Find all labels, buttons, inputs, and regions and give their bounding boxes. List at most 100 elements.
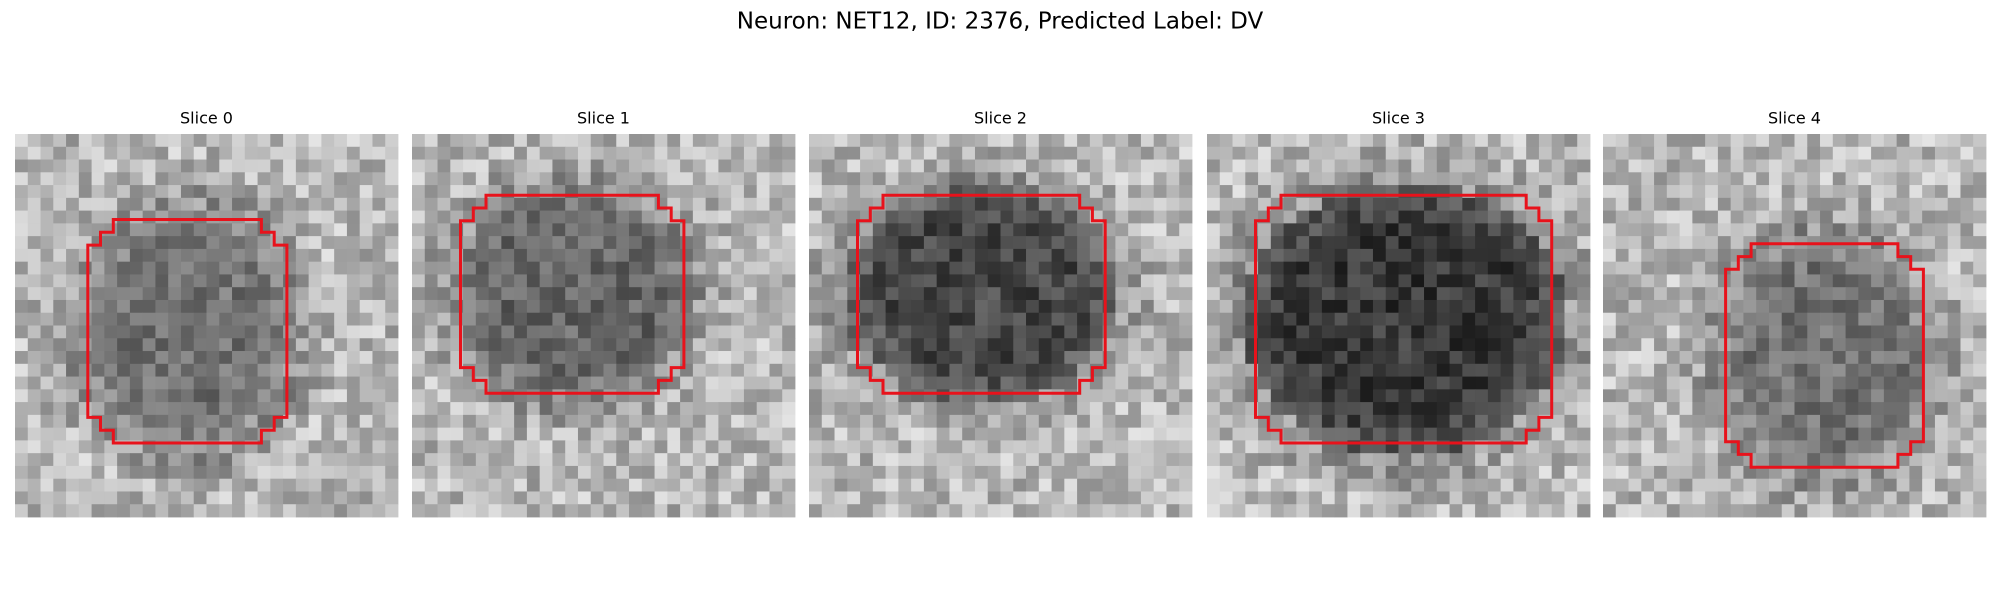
pixel [667, 440, 681, 454]
pixel [1219, 478, 1233, 492]
pixel [463, 274, 477, 288]
pixel [1756, 274, 1770, 288]
pixel [1475, 478, 1489, 492]
pixel [1321, 465, 1336, 480]
pixel [756, 376, 770, 390]
pixel [1347, 299, 1361, 314]
pixel [1153, 274, 1167, 288]
pixel [372, 363, 386, 377]
pixel [1871, 210, 1885, 224]
pixel [488, 287, 502, 301]
pixel [232, 274, 246, 288]
pixel [117, 478, 131, 492]
pixel [270, 338, 284, 352]
pixel [1385, 351, 1399, 365]
pixel [1232, 376, 1246, 390]
pixel [155, 427, 169, 441]
pixel [1692, 402, 1706, 416]
pixel [1538, 312, 1553, 326]
pixel [1934, 414, 1949, 429]
pixel [359, 287, 373, 301]
pixel [244, 274, 258, 288]
pixel [1973, 440, 1987, 454]
pixel [809, 312, 823, 326]
pixel [1564, 478, 1578, 492]
pixel [1179, 134, 1193, 148]
pixel [1385, 414, 1399, 429]
pixel [1603, 363, 1617, 377]
pixel [1219, 453, 1233, 467]
pixel [117, 210, 131, 224]
pixel [1166, 261, 1180, 275]
pixel [1526, 478, 1540, 492]
pixel [1756, 299, 1770, 314]
pixel [117, 465, 131, 480]
pixel [1692, 197, 1706, 211]
pixel [1089, 325, 1104, 339]
pixel [809, 299, 823, 314]
pixel [1411, 363, 1425, 377]
pixel [1296, 210, 1310, 224]
pixel [1270, 504, 1284, 518]
pixel [117, 185, 131, 199]
pixel [834, 338, 848, 352]
pixel [180, 223, 195, 237]
pixel [1603, 236, 1617, 250]
pixel [1166, 427, 1180, 441]
pixel [1858, 146, 1872, 160]
pixel [1538, 287, 1553, 301]
pixel [1179, 402, 1193, 416]
pixel [949, 261, 963, 275]
pixel [308, 172, 322, 186]
pixel [232, 453, 246, 467]
pixel [923, 248, 938, 263]
pixel [1615, 223, 1629, 237]
pixel [847, 440, 861, 454]
pixel [1232, 478, 1246, 492]
slice-panel [1207, 134, 1591, 518]
pixel [756, 427, 770, 441]
pixel [705, 414, 719, 429]
pixel [244, 185, 258, 199]
pixel [1756, 325, 1770, 339]
pixel [1641, 185, 1655, 199]
pixel [27, 376, 41, 390]
pixel [117, 414, 131, 429]
pixel [885, 376, 899, 390]
pixel [91, 223, 105, 237]
pixel [782, 465, 796, 480]
pixel [40, 389, 54, 403]
pixel [180, 402, 195, 416]
pixel [654, 351, 668, 365]
pixel [168, 223, 182, 237]
pixel [1128, 172, 1142, 186]
pixel [885, 491, 899, 505]
pixel [1013, 146, 1027, 160]
pixel [962, 504, 976, 518]
pixel [27, 504, 41, 518]
pixel [1462, 491, 1476, 505]
pixel [78, 299, 92, 314]
pixel [769, 261, 783, 275]
pixel [334, 236, 348, 250]
pixel [782, 172, 796, 186]
pixel [860, 427, 874, 441]
pixel [1179, 363, 1193, 377]
pixel [437, 402, 451, 416]
pixel [603, 351, 617, 365]
pixel [1615, 312, 1629, 326]
pixel [1207, 197, 1221, 211]
pixel [692, 197, 707, 211]
pixel [450, 197, 464, 211]
pixel [987, 504, 1001, 518]
pixel [1564, 134, 1578, 148]
pixel [514, 236, 528, 250]
pixel [372, 453, 386, 467]
pixel [552, 465, 566, 480]
pixel [295, 389, 310, 403]
pixel [40, 491, 54, 505]
pixel [1296, 325, 1310, 339]
pixel [743, 363, 758, 377]
pixel [1845, 338, 1859, 352]
pixel [78, 159, 92, 173]
